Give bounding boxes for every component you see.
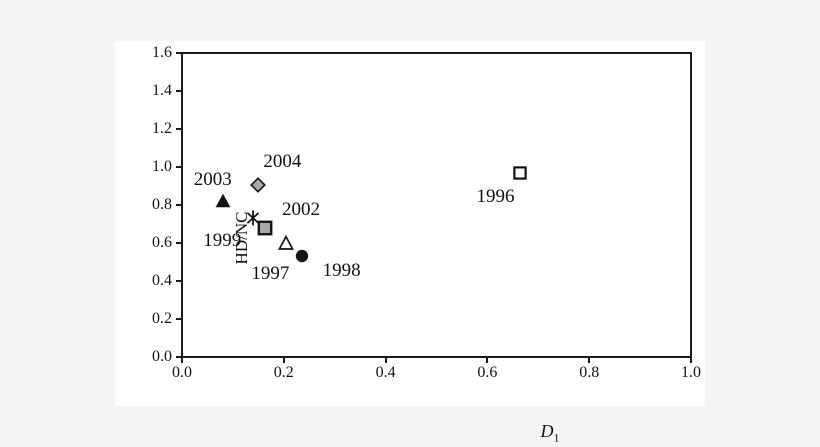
x-axis-title-variable: D: [540, 421, 554, 441]
diamond-gray-icon: [250, 177, 267, 193]
data-point-label: 1996: [476, 185, 515, 207]
x-tick-label: 0.4: [375, 364, 396, 381]
data-point-label: 1997: [251, 263, 290, 284]
y-tick-mark: [176, 90, 182, 92]
triangle-open-icon: [278, 234, 295, 250]
y-tick-mark: [176, 356, 182, 358]
data-point-marker-2004: [249, 176, 267, 194]
data-point-label: 2003: [193, 169, 232, 191]
data-point-marker-1998: [293, 247, 311, 265]
y-tick-mark: [176, 204, 182, 206]
data-point-marker-1997: [277, 234, 295, 252]
data-point-label: 1998: [322, 260, 361, 282]
x-tick-label: 0.6: [477, 364, 498, 381]
plot-area: [181, 52, 692, 358]
x-tick-label: 0.8: [579, 364, 600, 381]
x-tick-mark: [282, 357, 285, 363]
y-tick-mark: [176, 166, 182, 168]
x-tick-mark: [486, 357, 489, 363]
triangle-filled-icon: [215, 193, 231, 208]
y-tick-mark: [176, 242, 182, 244]
figure-panel: HD/NC D1: [115, 41, 705, 445]
y-tick-label: 0.0: [152, 348, 172, 365]
data-point-marker-2002: [256, 219, 274, 237]
data-point-marker-1996: [511, 164, 529, 182]
x-axis-title-subscript: 1: [553, 430, 560, 445]
x-tick-label: 0.0: [172, 364, 192, 381]
data-point-marker-1999: [244, 209, 262, 227]
y-tick-mark: [176, 128, 182, 130]
data-point-marker-2003: [214, 192, 232, 210]
square-open-icon: [513, 165, 528, 180]
y-tick-label: 0.8: [152, 196, 172, 213]
y-tick-label: 0.6: [152, 234, 172, 251]
data-point-label: 2004: [263, 151, 302, 173]
y-tick-label: 0.4: [152, 272, 172, 289]
asterisk-icon: [247, 210, 260, 226]
data-point-label: 2002: [281, 198, 320, 220]
x-tick-mark: [588, 357, 591, 363]
x-tick-mark: [384, 357, 387, 363]
y-tick-label: 1.4: [152, 82, 172, 99]
y-tick-label: 0.2: [152, 310, 172, 327]
y-tick-mark: [176, 318, 182, 320]
y-tick-label: 1.2: [152, 120, 172, 137]
x-tick-mark: [181, 357, 183, 363]
x-tick-label: 0.2: [273, 364, 294, 381]
x-tick-mark: [690, 357, 692, 363]
y-tick-label: 1.0: [152, 158, 172, 175]
x-axis-title: D1: [541, 421, 560, 446]
square-gray-icon: [257, 220, 273, 236]
y-tick-mark: [176, 280, 182, 282]
y-tick-mark: [176, 52, 182, 54]
circle-filled-icon: [295, 250, 308, 263]
y-tick-label: 1.6: [152, 44, 172, 61]
data-point-label: 1999: [203, 230, 242, 252]
x-tick-label: 1.0: [681, 364, 701, 381]
